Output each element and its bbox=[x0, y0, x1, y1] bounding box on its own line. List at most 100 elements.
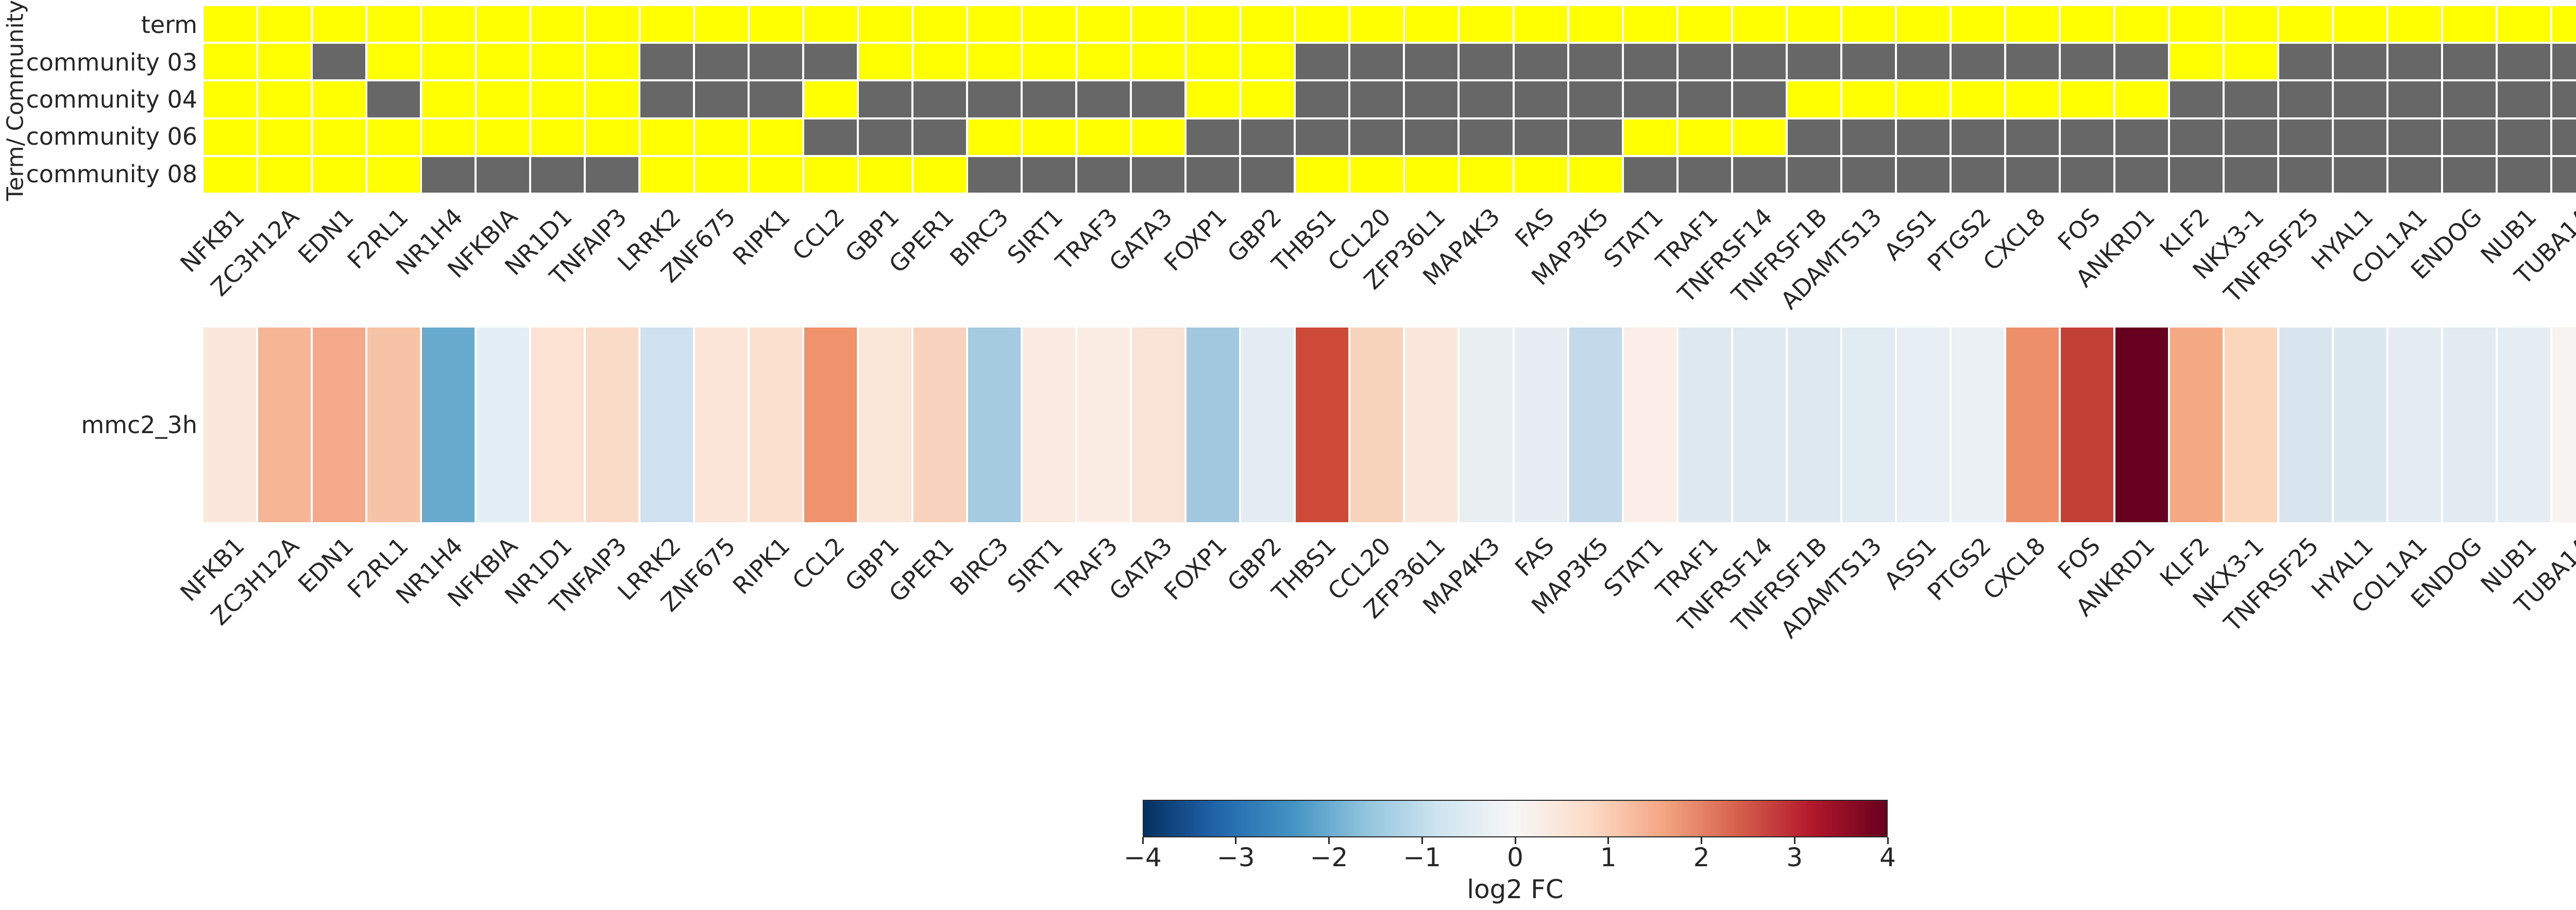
membership-cell bbox=[258, 157, 311, 193]
membership-cell bbox=[2552, 44, 2576, 80]
log2fc-cell bbox=[2333, 328, 2386, 522]
membership-cell bbox=[586, 157, 639, 193]
membership-cell bbox=[1514, 6, 1567, 42]
log2fc-cell bbox=[640, 328, 693, 522]
membership-cell bbox=[1678, 6, 1731, 42]
membership-cell bbox=[2443, 119, 2496, 155]
colorbar-tick-label: −2 bbox=[1310, 843, 1348, 872]
membership-cell bbox=[422, 157, 475, 193]
membership-cell bbox=[695, 157, 748, 193]
log2fc-cell bbox=[477, 328, 530, 522]
membership-cell bbox=[750, 81, 803, 117]
membership-cell bbox=[422, 6, 475, 42]
membership-cell bbox=[1187, 44, 1240, 80]
membership-cell bbox=[2333, 157, 2386, 193]
membership-cell bbox=[2443, 157, 2496, 193]
membership-cell bbox=[586, 119, 639, 155]
membership-cell bbox=[1678, 157, 1731, 193]
membership-cell bbox=[640, 119, 693, 155]
membership-cell bbox=[1241, 6, 1294, 42]
membership-cell bbox=[1132, 157, 1185, 193]
x-tick-label: BIRC3 bbox=[944, 531, 1014, 602]
log2fc-cell bbox=[1951, 328, 2004, 522]
membership-cell bbox=[1514, 157, 1567, 193]
membership-cell bbox=[640, 44, 693, 80]
log2fc-cell bbox=[1023, 328, 1076, 522]
membership-cell bbox=[1077, 81, 1130, 117]
membership-cell bbox=[2224, 6, 2277, 42]
membership-cell bbox=[586, 6, 639, 42]
membership-cell bbox=[2170, 157, 2223, 193]
membership-cell bbox=[1733, 119, 1786, 155]
membership-cell bbox=[804, 157, 857, 193]
membership-cell bbox=[1023, 44, 1076, 80]
log2fc-row-label: mmc2_3h bbox=[81, 411, 197, 439]
membership-cell bbox=[1896, 44, 1950, 80]
membership-cell bbox=[2388, 119, 2441, 155]
colorbar-tick-mark bbox=[1235, 837, 1237, 844]
membership-cell bbox=[2170, 6, 2223, 42]
membership-cell bbox=[2552, 119, 2576, 155]
log2fc-cell bbox=[367, 328, 420, 522]
membership-cell bbox=[422, 81, 475, 117]
colorbar-tick-label: 4 bbox=[1879, 843, 1896, 872]
membership-cell bbox=[640, 81, 693, 117]
log2fc-cell bbox=[2552, 328, 2576, 522]
colorbar-tick-label: 3 bbox=[1786, 843, 1803, 872]
log2fc-cell bbox=[2497, 328, 2550, 522]
log2fc-cell bbox=[1077, 328, 1130, 522]
log2fc-cell bbox=[586, 328, 639, 522]
membership-cell bbox=[640, 157, 693, 193]
membership-cell bbox=[2224, 81, 2277, 117]
log2fc-cell bbox=[2170, 328, 2223, 522]
membership-cell bbox=[1187, 81, 1240, 117]
membership-cell bbox=[1241, 81, 1294, 117]
membership-cell bbox=[1951, 44, 2004, 80]
membership-cell bbox=[2552, 157, 2576, 193]
membership-cell bbox=[204, 6, 257, 42]
row-label: community 03 bbox=[26, 48, 197, 76]
membership-cell bbox=[367, 119, 420, 155]
membership-cell bbox=[1077, 44, 1130, 80]
membership-cell bbox=[695, 119, 748, 155]
membership-cell bbox=[1514, 81, 1567, 117]
x-tick-label: RIPK1 bbox=[727, 202, 796, 271]
membership-cell bbox=[204, 81, 257, 117]
membership-cell bbox=[750, 119, 803, 155]
membership-cell bbox=[804, 119, 857, 155]
membership-cell bbox=[1023, 81, 1076, 117]
membership-cell bbox=[1132, 81, 1185, 117]
x-tick-label: FOXP1 bbox=[1158, 202, 1232, 277]
membership-heatmap bbox=[204, 6, 2576, 193]
log2fc-cell bbox=[750, 328, 803, 522]
log2fc-cell bbox=[1623, 328, 1676, 522]
colorbar-tick-mark bbox=[1701, 837, 1702, 844]
membership-cell bbox=[1842, 6, 1895, 42]
log2fc-cell bbox=[531, 328, 584, 522]
x-tick-label: FOXP1 bbox=[1158, 531, 1232, 606]
colorbar-tick-mark bbox=[1793, 837, 1795, 844]
membership-cell bbox=[2497, 81, 2550, 117]
membership-cell bbox=[313, 119, 366, 155]
membership-cell bbox=[1733, 157, 1786, 193]
membership-cell bbox=[804, 44, 857, 80]
membership-cell bbox=[1350, 6, 1403, 42]
membership-cell bbox=[968, 44, 1021, 80]
membership-cell bbox=[2060, 81, 2113, 117]
colorbar-tick-mark bbox=[1421, 837, 1423, 844]
membership-cell bbox=[258, 6, 311, 42]
membership-cell bbox=[1842, 44, 1895, 80]
membership-cell bbox=[2060, 44, 2113, 80]
membership-cell bbox=[2388, 44, 2441, 80]
membership-cell bbox=[2006, 44, 2059, 80]
x-tick-label: CCL2 bbox=[787, 531, 851, 595]
membership-cell bbox=[2552, 6, 2576, 42]
membership-cell bbox=[1023, 119, 1076, 155]
membership-cell bbox=[2279, 157, 2332, 193]
membership-cell bbox=[2497, 157, 2550, 193]
membership-cell bbox=[1569, 157, 1622, 193]
x-tick-label: BIRC3 bbox=[944, 202, 1014, 272]
membership-cell bbox=[1569, 81, 1622, 117]
membership-cell bbox=[2388, 6, 2441, 42]
membership-cell bbox=[1514, 44, 1567, 80]
